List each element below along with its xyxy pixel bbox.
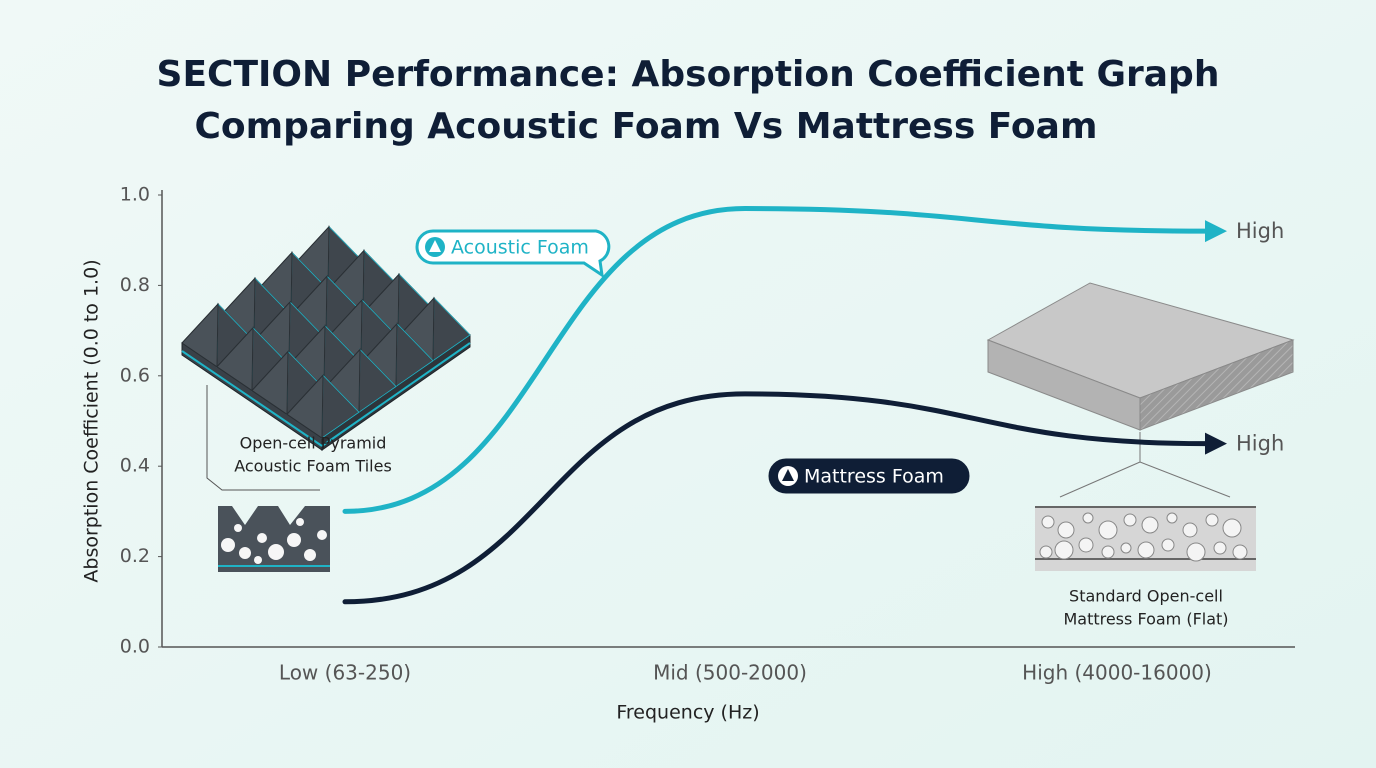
pore <box>1054 540 1074 560</box>
pyramid-face <box>286 373 324 439</box>
block-side <box>1139 339 1294 431</box>
pore <box>296 518 304 526</box>
pore <box>254 556 262 564</box>
legend-bubble <box>415 229 611 279</box>
pore <box>257 533 267 543</box>
pore <box>1141 516 1159 534</box>
pyramid-face <box>181 302 219 368</box>
pore <box>1039 545 1053 559</box>
y-tick-label: 0.6 <box>120 364 150 386</box>
chart-title: SECTION Performance: Absorption Coeffici… <box>157 54 1220 95</box>
acoustic-foam-illustration <box>181 225 471 451</box>
pore <box>1182 522 1198 538</box>
pore <box>1232 544 1248 560</box>
chart-title: Comparing Acoustic Foam Vs Mattress Foam <box>195 106 1098 147</box>
legend-icon-glyph <box>429 240 441 252</box>
cross-section <box>1035 507 1256 571</box>
pore <box>1057 521 1075 539</box>
illustration-caption: Open-cell Pyramid <box>240 434 387 453</box>
legend-label: Acoustic Foam <box>451 237 589 259</box>
legend-label: Mattress Foam <box>804 466 944 488</box>
connector <box>206 385 320 491</box>
pore <box>1082 512 1094 524</box>
y-tick-label: 1.0 <box>120 184 150 206</box>
line-series <box>342 206 1208 514</box>
pyramid-face <box>216 326 254 392</box>
pore <box>1098 520 1118 540</box>
y-axis-label: Absorption Coefficient (0.0 to 1.0) <box>81 259 103 582</box>
pore <box>268 544 284 560</box>
legend-icon-glyph <box>782 469 794 481</box>
legend-bubble <box>768 458 970 494</box>
pore <box>287 533 301 547</box>
pore <box>1041 515 1055 529</box>
connector <box>1139 461 1231 498</box>
y-tick-label: 0.2 <box>120 545 150 567</box>
tile-edge <box>321 342 471 447</box>
y-tick-label: 0.8 <box>120 274 150 296</box>
line-series <box>342 391 1208 605</box>
x-axis-label: Frequency (Hz) <box>616 702 759 724</box>
pore <box>1161 538 1175 552</box>
pore <box>221 538 235 552</box>
legend-entry: Mattress Foam <box>768 458 970 494</box>
illustration-caption: Acoustic Foam Tiles <box>234 457 392 476</box>
cross-section <box>218 506 330 572</box>
illustration-caption: Standard Open-cell <box>1069 587 1223 606</box>
arrow-head <box>1205 220 1227 243</box>
legend-entry: Acoustic Foam <box>415 229 611 279</box>
end-label: High <box>1236 219 1284 243</box>
pore <box>1120 542 1132 554</box>
end-label: High <box>1236 432 1284 456</box>
pore <box>1222 518 1242 538</box>
pore <box>239 547 251 559</box>
pore <box>234 524 242 532</box>
pore <box>1186 542 1206 562</box>
x-tick-label: Mid (500-2000) <box>653 661 807 685</box>
illustration-caption: Mattress Foam (Flat) <box>1063 610 1228 629</box>
y-tick-label: 0.0 <box>120 636 150 658</box>
pore <box>1123 513 1137 527</box>
x-tick-label: Low (63-250) <box>279 661 411 685</box>
pore <box>1078 537 1094 553</box>
pyramid-face <box>251 350 289 416</box>
tile-edge <box>181 350 323 447</box>
pore <box>1166 512 1178 524</box>
y-tick-label: 0.4 <box>120 455 150 477</box>
pore <box>1205 513 1219 527</box>
acoustic-cross-section <box>218 506 330 572</box>
pore <box>1137 541 1155 559</box>
pore <box>304 549 316 561</box>
pore <box>317 530 327 540</box>
mattress-foam-illustration <box>986 282 1295 571</box>
pore <box>1213 541 1227 555</box>
x-tick-label: High (4000-16000) <box>1022 661 1212 685</box>
arrow-head <box>1205 432 1227 455</box>
pore <box>1101 545 1115 559</box>
